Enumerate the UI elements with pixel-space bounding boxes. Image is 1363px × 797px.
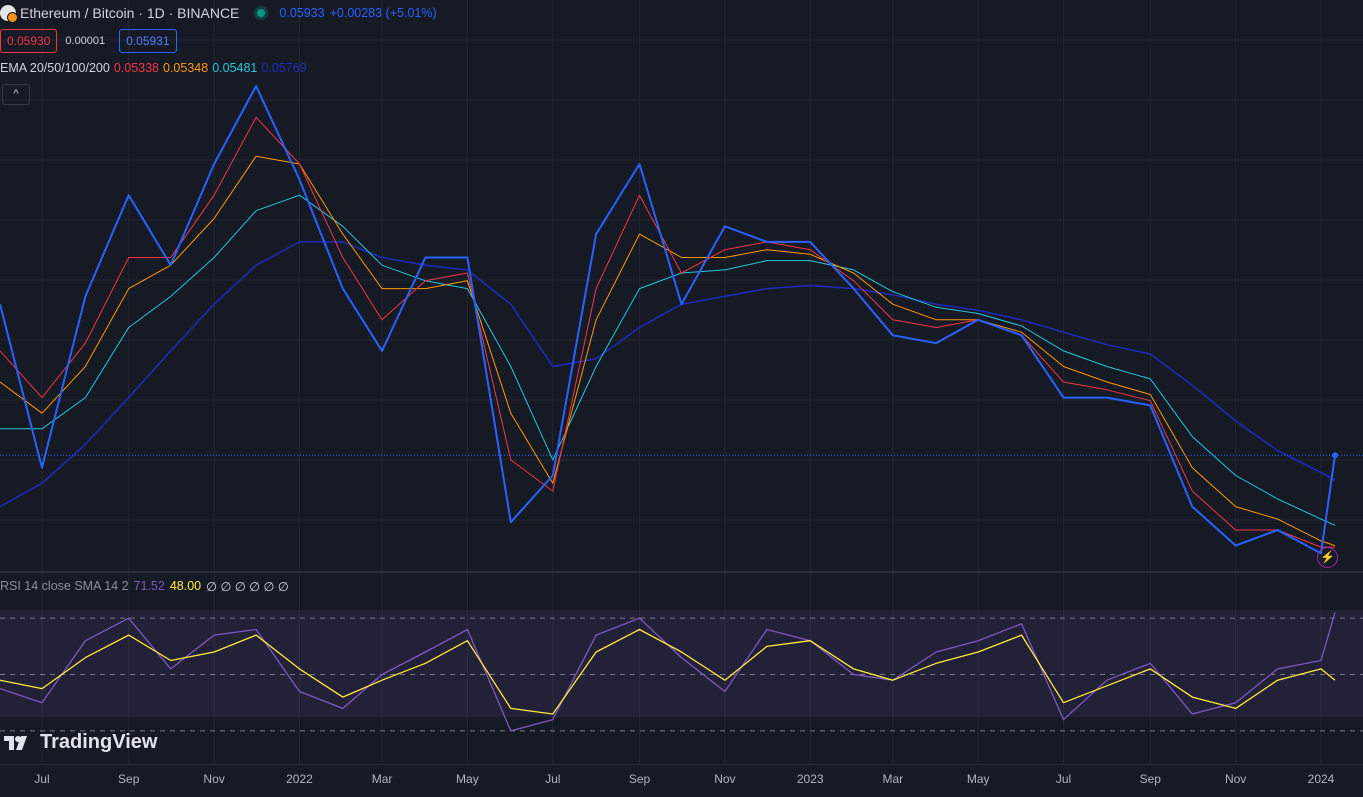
tradingview-icon xyxy=(4,735,27,750)
bid-ask-row: 0.05930 0.00001 0.05931 xyxy=(0,29,177,53)
ema50-value: 0.05348 xyxy=(163,61,209,75)
x-tick-label: 2022 xyxy=(286,772,313,786)
buy-button[interactable]: 0.05931 xyxy=(119,29,177,53)
x-tick-label: Jul xyxy=(545,772,561,786)
price-change: +0.00283 (+5.01%) xyxy=(329,6,437,20)
ema20-value: 0.05338 xyxy=(113,61,159,75)
last-price: 0.05933 xyxy=(279,6,325,20)
x-tick-label: Jul xyxy=(34,772,50,786)
chevron-up-icon: ^ xyxy=(13,88,19,100)
x-tick-label: Nov xyxy=(203,772,225,786)
rsi-band xyxy=(0,610,1363,717)
last-price-dot xyxy=(1332,452,1339,459)
symbol-title[interactable]: Ethereum / Bitcoin · 1D · BINANCE xyxy=(20,5,240,21)
eth-btc-icon xyxy=(0,5,18,23)
x-tick-label: Nov xyxy=(1224,772,1247,786)
time-axis[interactable]: Jul Sep Nov 2022 Mar May Jul Sep Nov 2023 Mar May Ju… xyxy=(0,764,1363,797)
series-ema-20[interactable] xyxy=(0,116,1335,548)
watermark-text: TradingView xyxy=(40,731,158,753)
price-chart[interactable] xyxy=(0,0,1363,764)
series-eth-btc[interactable] xyxy=(0,85,1336,555)
sell-button[interactable]: 0.05930 xyxy=(0,29,58,53)
rsi-value: 71.52 xyxy=(133,579,165,593)
x-tick-label: Sep xyxy=(1139,772,1161,786)
rsi-extra-values: ∅ ∅ ∅ ∅ ∅ ∅ xyxy=(206,580,289,594)
x-tick-label: Mar xyxy=(882,772,904,786)
symbol-header: Ethereum / Bitcoin · 1D · BINANCE 0.0593… xyxy=(0,3,437,23)
rsi-sma-value: 48.00 xyxy=(169,579,202,593)
market-status-icon[interactable] xyxy=(257,9,266,17)
series-ema-100[interactable] xyxy=(0,194,1336,526)
x-tick-label: 2023 xyxy=(796,772,824,786)
x-tick-label: Nov xyxy=(714,772,736,786)
x-tick-label: 2024 xyxy=(1307,772,1335,786)
rsi-series-rsi[interactable] xyxy=(0,612,1336,732)
x-tick-label: Sep xyxy=(118,772,140,786)
x-tick-label: May xyxy=(966,772,990,786)
rsi-levels xyxy=(0,617,1363,732)
series-ema-50[interactable] xyxy=(0,155,1336,547)
ema-legend[interactable]: EMA 20/50/100/200 0.05338 0.05348 0.0548… xyxy=(0,61,307,75)
ema200-value: 0.05769 xyxy=(261,61,307,75)
rsi-legend[interactable]: RSI 14 close SMA 14 2 71.52 48.00 ∅ ∅ ∅ … xyxy=(0,579,289,594)
x-tick-label: May xyxy=(456,772,479,786)
rsi-series-rsi-sma[interactable] xyxy=(0,628,1336,715)
tradingview-logo[interactable]: TradingView xyxy=(4,731,157,754)
x-tick-label: Mar xyxy=(371,772,393,786)
lightning-icon[interactable]: ⚡ xyxy=(1317,547,1338,568)
ema-label: EMA 20/50/100/200 xyxy=(0,61,110,75)
x-tick-label: Sep xyxy=(628,772,651,786)
spread-value: 0.00001 xyxy=(65,35,106,47)
x-tick-label: Jul xyxy=(1055,772,1072,786)
rsi-label: RSI 14 close SMA 14 2 xyxy=(0,579,129,593)
ema100-value: 0.05481 xyxy=(212,61,258,75)
collapse-legend-button[interactable]: ^ xyxy=(2,84,30,105)
series-lines xyxy=(0,85,1363,732)
